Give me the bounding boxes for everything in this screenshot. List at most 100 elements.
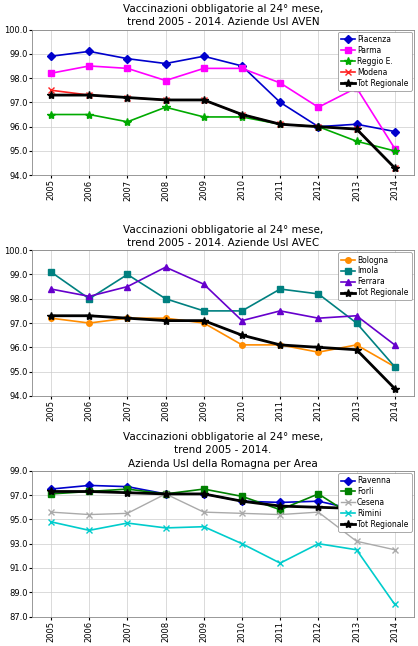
Forli <box>354 514 359 522</box>
Modena <box>87 91 92 99</box>
Forli <box>163 490 168 498</box>
Modena <box>240 110 245 118</box>
Imola <box>240 307 245 315</box>
Modena <box>392 164 397 172</box>
Tot Regionale <box>392 524 397 532</box>
Cesena <box>163 490 168 498</box>
Imola <box>354 319 359 327</box>
Ravenna <box>163 490 168 498</box>
Ravenna <box>278 499 283 506</box>
Line: Ferrara: Ferrara <box>48 264 398 348</box>
Imola <box>48 268 54 276</box>
Forli <box>392 518 397 526</box>
Ravenna <box>240 497 245 505</box>
Parma <box>240 65 245 72</box>
Forli <box>87 488 92 495</box>
Legend: Bologna, Imola, Ferrara, Tot Regionale: Bologna, Imola, Ferrara, Tot Regionale <box>338 253 412 300</box>
Parma <box>87 62 92 70</box>
Tot Regionale <box>354 505 359 512</box>
Cesena <box>48 508 54 516</box>
Rimini <box>240 540 245 548</box>
Imola <box>201 307 206 315</box>
Tot Regionale <box>240 331 245 339</box>
Cesena <box>354 537 359 545</box>
Imola <box>163 295 168 302</box>
Rimini <box>48 518 54 526</box>
Ferrara <box>163 264 168 271</box>
Tot Regionale <box>316 123 321 130</box>
Parma <box>163 77 168 85</box>
Bologna <box>316 348 321 356</box>
Reggio E. <box>48 110 54 118</box>
Line: Modena: Modena <box>48 87 398 171</box>
Tot Regionale <box>163 490 168 498</box>
Cesena <box>392 546 397 554</box>
Piacenza <box>240 62 245 70</box>
Tot Regionale <box>278 341 283 349</box>
Piacenza <box>278 98 283 106</box>
Tot Regionale <box>392 164 397 172</box>
Reggio E. <box>392 147 397 155</box>
Cesena <box>240 510 245 517</box>
Piacenza <box>48 52 54 60</box>
Ferrara <box>278 307 283 315</box>
Ferrara <box>240 317 245 324</box>
Tot Regionale <box>163 317 168 324</box>
Imola <box>392 363 397 371</box>
Imola <box>316 290 321 298</box>
Bologna <box>87 319 92 327</box>
Piacenza <box>163 59 168 67</box>
Tot Regionale <box>240 497 245 505</box>
Title: Vaccinazioni obbligatorie al 24° mese,
trend 2005 - 2014. Aziende Usl AVEN: Vaccinazioni obbligatorie al 24° mese, t… <box>123 4 323 27</box>
Bologna <box>240 341 245 349</box>
Bologna <box>392 363 397 371</box>
Imola <box>125 271 130 278</box>
Reggio E. <box>240 113 245 121</box>
Reggio E. <box>87 110 92 118</box>
Tot Regionale <box>354 125 359 133</box>
Imola <box>278 285 283 293</box>
Line: Imola: Imola <box>48 269 398 370</box>
Bologna <box>163 315 168 322</box>
Line: Forli: Forli <box>48 486 398 525</box>
Tot Regionale <box>240 110 245 118</box>
Cesena <box>201 508 206 516</box>
Ravenna <box>48 485 54 493</box>
Tot Regionale <box>278 502 283 510</box>
Modena <box>125 94 130 101</box>
Parma <box>392 145 397 152</box>
Modena <box>48 87 54 94</box>
Piacenza <box>201 52 206 60</box>
Bologna <box>354 341 359 349</box>
Reggio E. <box>125 118 130 126</box>
Tot Regionale <box>48 312 54 320</box>
Modena <box>201 96 206 104</box>
Ravenna <box>316 497 321 505</box>
Reggio E. <box>163 103 168 111</box>
Tot Regionale <box>392 385 397 393</box>
Piacenza <box>125 55 130 63</box>
Bologna <box>201 319 206 327</box>
Rimini <box>87 526 92 534</box>
Cesena <box>316 508 321 516</box>
Forli <box>125 485 130 493</box>
Parma <box>201 65 206 72</box>
Forli <box>48 490 54 498</box>
Tot Regionale <box>278 120 283 128</box>
Tot Regionale <box>201 317 206 324</box>
Tot Regionale <box>316 503 321 511</box>
Imola <box>87 295 92 302</box>
Modena <box>354 125 359 133</box>
Parma <box>316 103 321 111</box>
Modena <box>278 120 283 128</box>
Forli <box>316 490 321 498</box>
Parma <box>278 79 283 87</box>
Line: Bologna: Bologna <box>48 315 398 370</box>
Title: Vaccinazioni obbligatorie al 24° mese,
trend 2005 - 2014. Aziende Usl AVEC: Vaccinazioni obbligatorie al 24° mese, t… <box>123 225 323 248</box>
Tot Regionale <box>201 490 206 498</box>
Tot Regionale <box>48 488 54 495</box>
Ferrara <box>354 312 359 320</box>
Tot Regionale <box>125 94 130 101</box>
Legend: Ravenna, Forli, Cesena, Rimini, Tot Regionale: Ravenna, Forli, Cesena, Rimini, Tot Regi… <box>338 473 412 532</box>
Line: Reggio E.: Reggio E. <box>47 103 399 155</box>
